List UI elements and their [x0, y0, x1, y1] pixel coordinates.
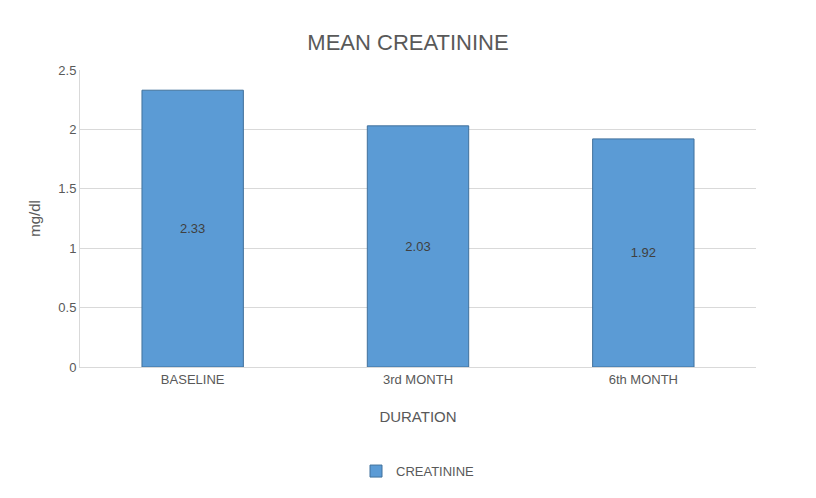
svg-text:6th MONTH: 6th MONTH: [609, 372, 678, 387]
svg-text:0.5: 0.5: [58, 300, 76, 315]
svg-text:DURATION: DURATION: [379, 408, 456, 425]
svg-text:2.5: 2.5: [58, 63, 76, 78]
svg-text:BASELINE: BASELINE: [161, 372, 225, 387]
svg-text:1.92: 1.92: [631, 245, 656, 260]
svg-text:0: 0: [69, 360, 76, 375]
svg-text:1.5: 1.5: [58, 181, 76, 196]
svg-text:2.03: 2.03: [405, 239, 430, 254]
svg-text:3rd MONTH: 3rd MONTH: [383, 372, 453, 387]
svg-text:MEAN CREATININE: MEAN CREATININE: [307, 30, 508, 55]
svg-text:CREATININE: CREATININE: [396, 464, 474, 479]
svg-text:mg/dl: mg/dl: [26, 200, 43, 237]
svg-text:2: 2: [69, 122, 76, 137]
svg-text:1: 1: [69, 241, 76, 256]
svg-text:2.33: 2.33: [180, 221, 205, 236]
